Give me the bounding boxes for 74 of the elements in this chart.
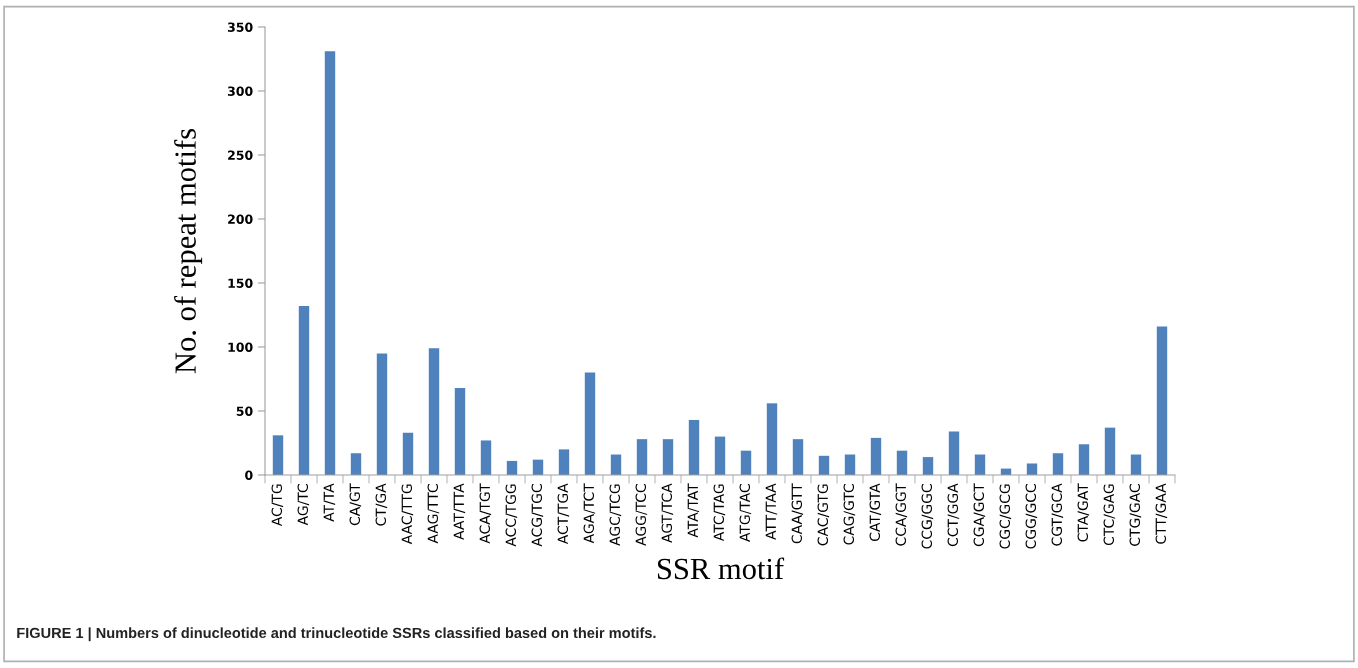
- x-tick-label: CAT/GTA: [869, 483, 882, 541]
- x-tick-label: AAG/TTC: [427, 484, 440, 544]
- bar: [584, 372, 596, 475]
- bar: [298, 306, 310, 475]
- x-tick-label: ACA/TGT: [479, 483, 492, 544]
- x-tick-label: ATA/TAT: [687, 483, 700, 538]
- x-tick-label: ATT/TAA: [765, 483, 778, 540]
- x-tick-label: AC/TG: [271, 484, 284, 527]
- y-tick-label: 250: [228, 150, 253, 160]
- y-axis-title: No. of repeat motifs: [174, 129, 203, 374]
- x-axis-title: SSR motif: [657, 557, 785, 580]
- y-tick-label: 0: [245, 470, 253, 480]
- bar: [428, 348, 440, 475]
- bar: [662, 439, 674, 475]
- x-tick-label: CGA/GCT: [973, 483, 986, 547]
- bar: [480, 440, 492, 475]
- bar: [922, 457, 934, 475]
- x-tick-label: AAC/TTG: [401, 484, 414, 545]
- x-tick-label: AT/TA: [323, 483, 336, 522]
- y-tick-label: 200: [228, 214, 253, 224]
- bar: [818, 455, 830, 475]
- y-tick-label: 100: [228, 342, 253, 352]
- x-tick-label: CAC/GTG: [817, 484, 830, 546]
- bar: [714, 436, 726, 475]
- bar: [792, 439, 804, 475]
- bar: [1104, 427, 1116, 475]
- x-tick-label: AG/TC: [297, 484, 310, 526]
- x-tick-label: ACC/TGG: [505, 484, 518, 547]
- x-tick-label: CGT/GCA: [1051, 483, 1064, 546]
- x-tick-label: CAA/GTT: [791, 483, 804, 544]
- y-tick-label: 350: [227, 22, 253, 32]
- x-tick-label: AGG/TCC: [635, 484, 648, 546]
- bar: [740, 450, 752, 475]
- x-tick-label: CTA/GAT: [1077, 483, 1090, 542]
- x-tick-label: CGG/GCC: [1025, 484, 1038, 549]
- x-tick-label: AGA/TCT: [583, 483, 596, 544]
- bar: [350, 453, 362, 475]
- bar: [1078, 444, 1090, 475]
- y-tick-label: 300: [227, 86, 253, 96]
- bar: [1052, 453, 1064, 475]
- x-tick-label: CCA/GGT: [895, 483, 908, 546]
- x-tick-label: CA/GT: [349, 483, 362, 526]
- bar: [896, 450, 908, 475]
- bar: [324, 51, 336, 475]
- bar: [636, 439, 648, 475]
- x-tick-label: AGT/TCA: [661, 483, 674, 543]
- x-tick-label: ACG/TGC: [531, 484, 544, 547]
- x-tick-label: ATG/TAC: [739, 484, 752, 542]
- bar: [454, 387, 466, 475]
- bar: [766, 403, 778, 475]
- x-tick-label: CAG/GTC: [843, 484, 856, 545]
- y-tick-label: 150: [228, 278, 253, 288]
- bar: [272, 435, 284, 475]
- bar: [1156, 326, 1168, 475]
- bar: [1026, 463, 1038, 475]
- bar: [376, 353, 388, 475]
- x-tick-label: ATC/TAG: [713, 484, 726, 542]
- x-tick-label: ACT/TGA: [557, 483, 570, 545]
- caption: FIGURE 1 | Numbers of dinucleotide and trinucleotide SSRs classified based on their motifs.: [17, 627, 656, 642]
- bar: [948, 431, 960, 475]
- x-tick-label: CTT/GAA: [1155, 483, 1168, 544]
- bar: [870, 437, 882, 475]
- y-tick-label: 50: [236, 406, 253, 416]
- x-tick-label: AGC/TCG: [609, 484, 622, 546]
- bar: [688, 419, 700, 475]
- x-tick-label: AAT/TTA: [453, 483, 466, 540]
- x-tick-label: CTC/GAG: [1103, 484, 1116, 546]
- bar: [558, 449, 570, 475]
- x-tick-label: CT/GA: [375, 483, 388, 526]
- x-tick-label: CGC/GCG: [999, 484, 1012, 549]
- x-tick-label: CCG/GGC: [921, 484, 934, 549]
- x-tick-label: CCT/GGA: [947, 483, 960, 547]
- bar: [402, 432, 414, 475]
- x-tick-label: CTG/GAC: [1129, 484, 1142, 546]
